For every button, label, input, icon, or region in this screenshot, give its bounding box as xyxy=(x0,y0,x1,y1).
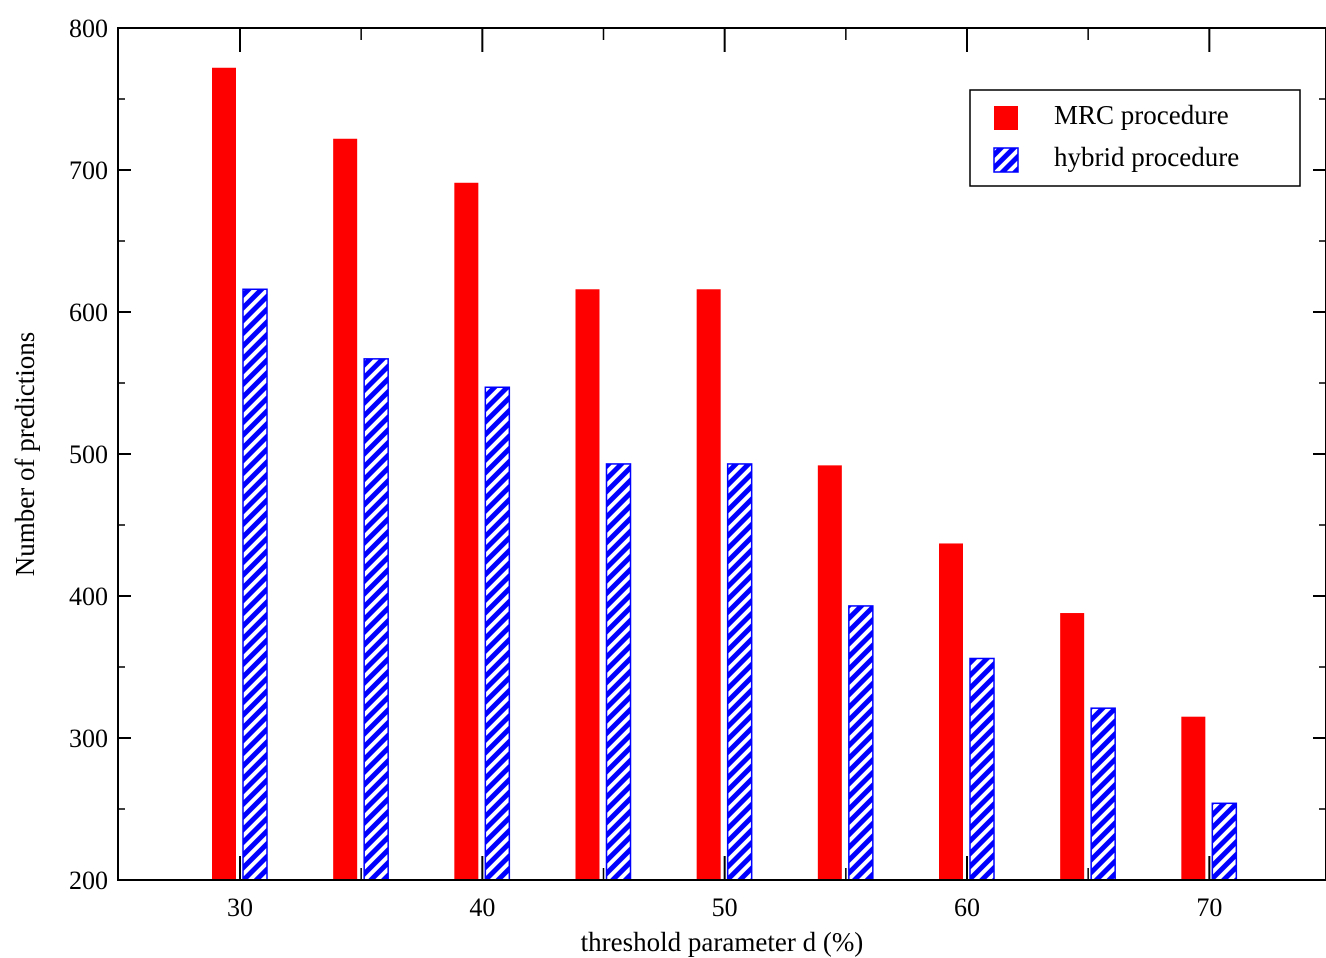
axis-ticks xyxy=(118,27,1326,881)
y-tick-label-500: 500 xyxy=(69,440,108,469)
legend: MRC procedure hybrid procedure xyxy=(969,89,1301,187)
legend-swatch-hybrid xyxy=(993,147,1019,173)
y-tick-label-800: 800 xyxy=(69,14,108,43)
bar-hybrid-50 xyxy=(726,463,753,881)
tick-labels: 200 300 400 500 600 700 800 30 40 50 60 70 xyxy=(69,14,1222,922)
bar-mrc-50 xyxy=(696,289,721,880)
x-tick-label-40: 40 xyxy=(469,893,495,922)
y-tick-label-300: 300 xyxy=(69,724,108,753)
bar-hybrid-65 xyxy=(1090,707,1116,881)
x-axis-label: threshold parameter d (%) xyxy=(581,927,864,957)
bar-hybrid-55 xyxy=(848,605,874,881)
bar-mrc-40 xyxy=(454,182,479,880)
y-axis-label: Number of predictions xyxy=(10,332,40,576)
bar-mrc-70 xyxy=(1181,716,1206,880)
x-tick-label-60: 60 xyxy=(954,893,980,922)
bar-mrc-35 xyxy=(333,138,358,880)
bar-hybrid-70 xyxy=(1211,802,1238,881)
bar-hybrid-35 xyxy=(363,358,389,881)
bar-hybrid-30 xyxy=(242,288,268,881)
bar-hybrid-45 xyxy=(605,463,632,881)
legend-box xyxy=(969,89,1301,187)
bars-group xyxy=(212,67,1238,881)
legend-swatch-mrc xyxy=(994,106,1018,130)
legend-label-hybrid: hybrid procedure xyxy=(1054,142,1239,172)
x-tick-label-30: 30 xyxy=(227,893,253,922)
bar-mrc-45 xyxy=(575,289,600,880)
y-tick-label-700: 700 xyxy=(69,156,108,185)
bar-mrc-60 xyxy=(939,543,963,880)
legend-label-mrc: MRC procedure xyxy=(1054,100,1229,130)
bar-mrc-65 xyxy=(1060,613,1085,880)
bar-mrc-55 xyxy=(817,465,842,880)
y-tick-label-600: 600 xyxy=(69,298,108,327)
bar-hybrid-60 xyxy=(969,657,995,881)
bar-hybrid-40 xyxy=(484,386,511,881)
y-tick-label-400: 400 xyxy=(69,582,108,611)
y-tick-label-200: 200 xyxy=(69,866,108,895)
x-tick-label-50: 50 xyxy=(712,893,738,922)
bar-mrc-30 xyxy=(212,67,236,880)
x-tick-label-70: 70 xyxy=(1196,893,1222,922)
